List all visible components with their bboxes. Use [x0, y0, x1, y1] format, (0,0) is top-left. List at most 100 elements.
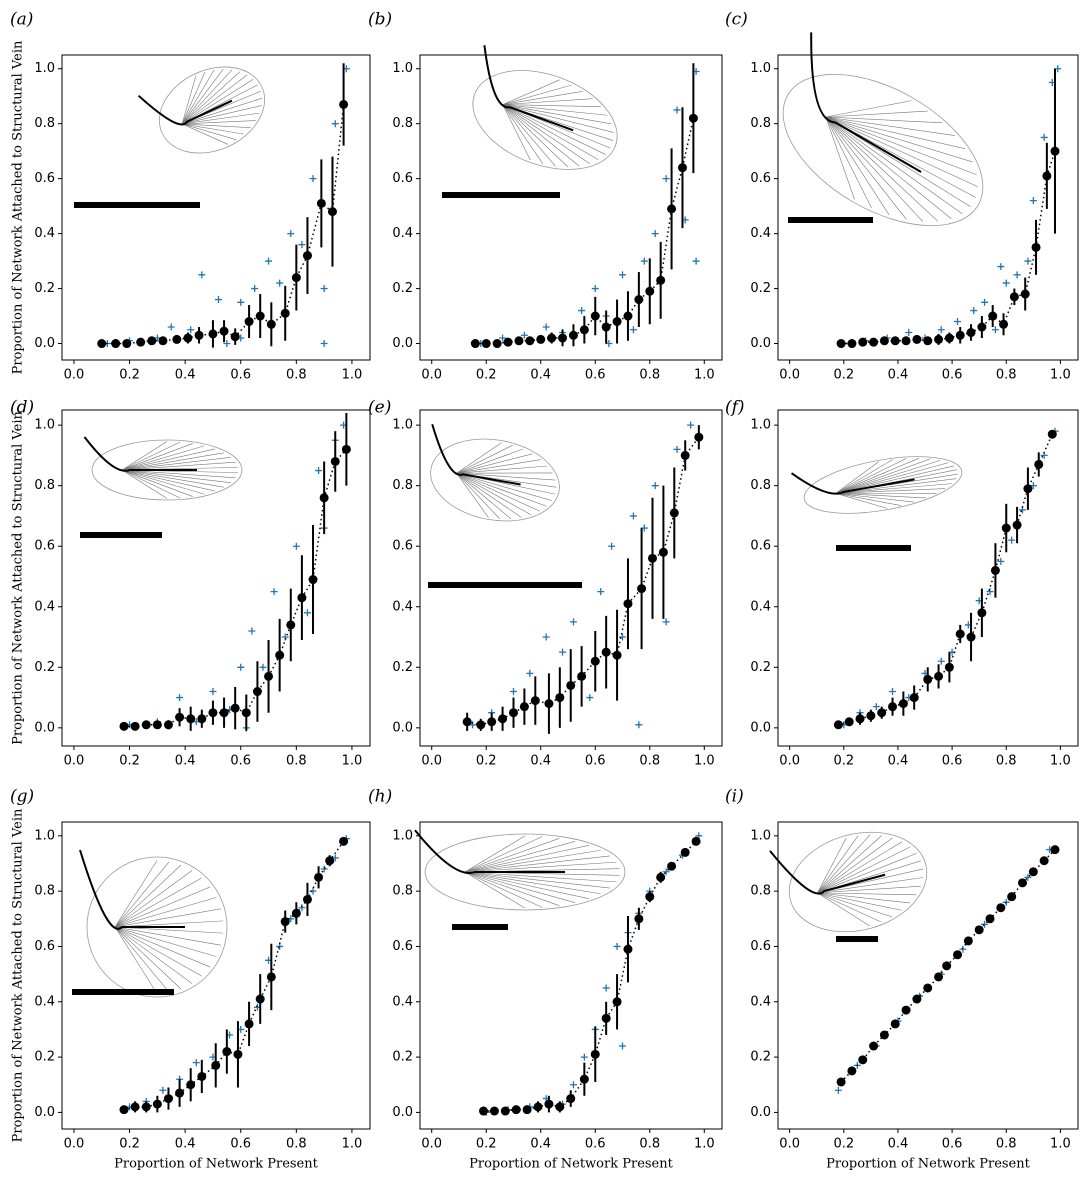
x-tick-label: 0.0: [64, 368, 85, 383]
mean-point: [197, 1071, 207, 1081]
leaf-vein: [825, 116, 966, 150]
leaf-vein: [181, 75, 197, 125]
leaf-vein: [182, 123, 245, 135]
data-point: [499, 334, 507, 342]
mean-point: [130, 1102, 140, 1112]
mean-point: [266, 972, 276, 982]
leaf-vein: [114, 926, 170, 993]
leaf-outline: [430, 438, 560, 522]
mean-point: [944, 662, 954, 672]
leaf-vein: [502, 104, 599, 160]
data-point: [1002, 279, 1010, 287]
mean-point: [97, 339, 107, 349]
leaf-vein: [114, 926, 202, 977]
structural-vein: [769, 850, 886, 895]
data-point: [662, 618, 670, 626]
data-point: [569, 618, 577, 626]
mean-point: [912, 334, 922, 344]
mean-point: [869, 1041, 879, 1051]
y-tick-label: 0.0: [750, 1105, 771, 1120]
data-point: [320, 285, 328, 293]
mean-point: [590, 311, 600, 321]
leaf-vein: [825, 110, 928, 118]
mean-point: [158, 336, 168, 346]
x-tick-label: 1.0: [342, 368, 363, 383]
x-tick-label: 0.8: [639, 1137, 660, 1152]
mean-point: [680, 847, 690, 857]
leaf-vein: [835, 493, 937, 494]
plot-frame: [419, 54, 723, 361]
mean-point: [325, 856, 335, 866]
mean-point: [197, 714, 207, 724]
mean-point: [341, 444, 351, 454]
mean-point: [481, 339, 491, 349]
data-point: [651, 230, 659, 238]
y-tick-label: 0.2: [750, 660, 771, 675]
leaf-vein: [835, 457, 920, 494]
data-point: [608, 542, 616, 550]
leaf-vein: [817, 837, 847, 894]
leaf-vein: [502, 104, 544, 165]
x-tick-label: 0.0: [779, 754, 800, 769]
mean-point: [996, 903, 1006, 913]
x-tick-label: 0.2: [119, 368, 140, 383]
leaf-vein: [502, 98, 593, 105]
data-point: [159, 1086, 167, 1094]
y-tick-label: 0.6: [750, 939, 771, 954]
mean-point: [233, 1049, 243, 1059]
x-tick-label: 0.8: [639, 754, 660, 769]
leaf-vein: [825, 116, 971, 207]
mean-point: [470, 339, 480, 349]
x-tick-label: 0.6: [942, 754, 963, 769]
mean-point: [612, 317, 622, 327]
x-tick-label: 0.0: [64, 1137, 85, 1152]
leaf-vein: [464, 871, 576, 903]
x-tick-label: 0.8: [286, 1137, 307, 1152]
y-tick-label: 0.0: [392, 720, 413, 735]
mean-point: [255, 311, 265, 321]
plot-frame: [777, 54, 1079, 361]
leaf-vein: [456, 472, 547, 507]
mean-point: [637, 584, 647, 594]
x-tick-label: 1.0: [1050, 368, 1071, 383]
y-tick-label: 0.2: [750, 1050, 771, 1065]
data-point: [315, 467, 323, 475]
y-tick-label: 0.8: [34, 478, 55, 493]
y-tick-label: 0.2: [750, 281, 771, 296]
data-point: [1024, 257, 1032, 265]
y-tick-label: 0.0: [392, 1105, 413, 1120]
mean-point: [241, 708, 251, 718]
data-point: [298, 241, 306, 249]
mean-point: [492, 339, 502, 349]
x-tick-label: 0.0: [421, 368, 442, 383]
leaf-vein: [182, 123, 237, 141]
mean-line: [841, 150, 1056, 345]
leaf-vein: [114, 926, 211, 968]
y-tick-label: 0.0: [34, 336, 55, 351]
mean-point: [844, 717, 854, 727]
scale-bar: [80, 532, 162, 538]
mean-point: [266, 319, 276, 329]
y-axis-label: Proportion of Network Attached to Struct…: [11, 40, 26, 374]
mean-point: [612, 997, 622, 1007]
leaf-vein: [181, 68, 224, 125]
plot-frame: [419, 409, 723, 747]
mean-point: [1009, 292, 1019, 302]
mean-point: [255, 994, 265, 1004]
leaf-vein: [464, 871, 526, 909]
data-point: [597, 588, 605, 596]
data-point: [303, 609, 311, 617]
leaf-vein: [456, 442, 502, 474]
leaf-vein: [456, 465, 548, 474]
mean-point: [656, 872, 666, 882]
y-tick-label: 1.0: [392, 61, 413, 76]
leaf-vein: [464, 871, 560, 906]
mean-point: [656, 275, 666, 285]
mean-point: [1042, 171, 1052, 181]
panel-label: (g): [10, 787, 34, 807]
y-tick-label: 0.6: [34, 939, 55, 954]
mean-point: [163, 720, 173, 730]
leaf-vein: [835, 493, 901, 506]
data-point: [640, 524, 648, 532]
leaf-vein: [835, 478, 957, 494]
